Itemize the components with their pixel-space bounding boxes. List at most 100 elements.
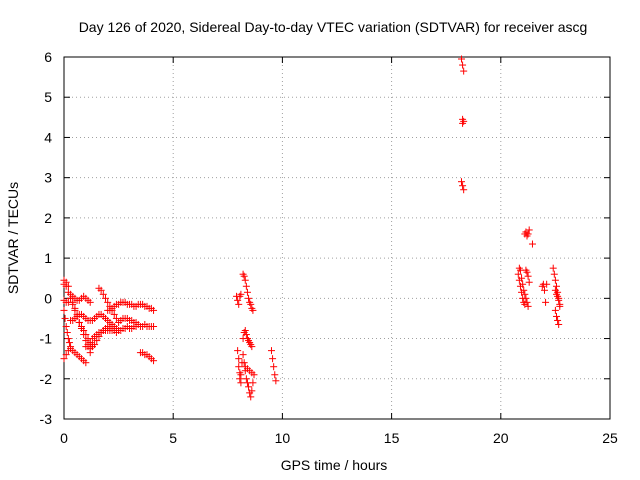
data-point	[235, 355, 243, 363]
data-point	[86, 339, 94, 347]
data-point	[524, 230, 532, 238]
y-tick-label: 2	[44, 210, 52, 226]
data-point	[235, 300, 243, 308]
data-point	[65, 339, 73, 347]
data-point	[112, 314, 120, 322]
data-point	[542, 298, 550, 306]
y-tick-label: -1	[40, 331, 53, 347]
data-point	[549, 264, 557, 272]
data-point	[77, 322, 85, 330]
data-point	[249, 306, 257, 314]
data-point	[540, 286, 548, 294]
data-point	[237, 290, 245, 298]
x-tick-label: 0	[60, 430, 68, 446]
data-point	[522, 294, 530, 302]
data-point	[62, 351, 70, 359]
data-point	[62, 322, 70, 330]
data-point	[242, 375, 250, 383]
data-point	[457, 55, 465, 63]
data-point	[237, 379, 245, 387]
chart-title: Day 126 of 2020, Sidereal Day-to-day VTE…	[79, 19, 588, 35]
data-point	[245, 294, 253, 302]
data-point	[248, 343, 256, 351]
data-point	[82, 331, 90, 339]
data-point	[271, 371, 279, 379]
data-point	[64, 288, 72, 296]
data-point	[241, 276, 249, 284]
data-point	[237, 371, 245, 379]
data-point	[520, 286, 528, 294]
y-tick-label: -3	[40, 411, 53, 427]
data-point	[62, 282, 70, 290]
data-point	[523, 268, 531, 276]
data-point	[245, 383, 253, 391]
y-tick-label: 0	[44, 290, 52, 306]
data-point	[91, 341, 99, 349]
y-tick-label: 6	[44, 49, 52, 65]
data-point	[241, 327, 249, 335]
data-point	[523, 298, 531, 306]
data-point	[99, 290, 107, 298]
data-point	[269, 355, 277, 363]
x-tick-labels: 0 5 10 15 20 25	[60, 430, 618, 446]
data-point	[524, 272, 532, 280]
data-point	[249, 379, 257, 387]
data-point	[525, 226, 533, 234]
data-point	[64, 335, 72, 343]
data-point	[132, 318, 140, 326]
data-point	[528, 240, 536, 248]
data-point	[110, 310, 118, 318]
x-tick-label: 15	[384, 430, 400, 446]
data-point	[240, 272, 248, 280]
data-point	[71, 306, 79, 314]
data-point	[555, 296, 563, 304]
y-tick-label: 3	[44, 170, 52, 186]
data-point	[63, 329, 71, 337]
data-point	[236, 375, 244, 383]
data-point	[543, 280, 551, 288]
data-point	[60, 306, 68, 314]
data-point	[518, 274, 526, 282]
data-point	[267, 347, 275, 355]
data-point	[104, 298, 112, 306]
data-point	[239, 351, 247, 359]
data-point	[247, 393, 255, 401]
x-axis-label: GPS time / hours	[281, 457, 388, 473]
data-point	[550, 270, 558, 278]
data-point	[235, 363, 243, 371]
data-point	[75, 318, 83, 326]
data-point	[551, 276, 559, 284]
axis-ticks	[63, 56, 611, 420]
data-point	[552, 282, 560, 290]
data-point	[250, 371, 258, 379]
data-point	[234, 296, 242, 304]
data-point	[60, 355, 68, 363]
data-point	[460, 117, 468, 125]
data-point	[240, 359, 248, 367]
data-point	[64, 298, 72, 306]
y-tick-label: 1	[44, 250, 52, 266]
data-point	[95, 333, 103, 341]
y-tick-label: 5	[44, 89, 52, 105]
x-tick-label: 5	[169, 430, 177, 446]
y-tick-label: -2	[40, 371, 53, 387]
data-point	[82, 359, 90, 367]
data-point	[69, 300, 77, 308]
data-point	[460, 67, 468, 75]
data-point	[86, 298, 94, 306]
data-point	[514, 270, 522, 278]
data-point	[248, 387, 256, 395]
data-point	[554, 316, 562, 324]
data-point	[459, 182, 467, 190]
data-point	[516, 266, 524, 274]
data-point	[459, 61, 467, 69]
data-point	[60, 276, 68, 284]
data-point	[242, 282, 250, 290]
data-point	[552, 312, 560, 320]
data-point	[460, 186, 468, 194]
data-point	[555, 320, 563, 328]
y-axis-label: SDTVAR / TECUs	[5, 182, 21, 294]
x-tick-label: 25	[602, 430, 618, 446]
data-point	[61, 314, 69, 322]
data-point	[243, 288, 251, 296]
